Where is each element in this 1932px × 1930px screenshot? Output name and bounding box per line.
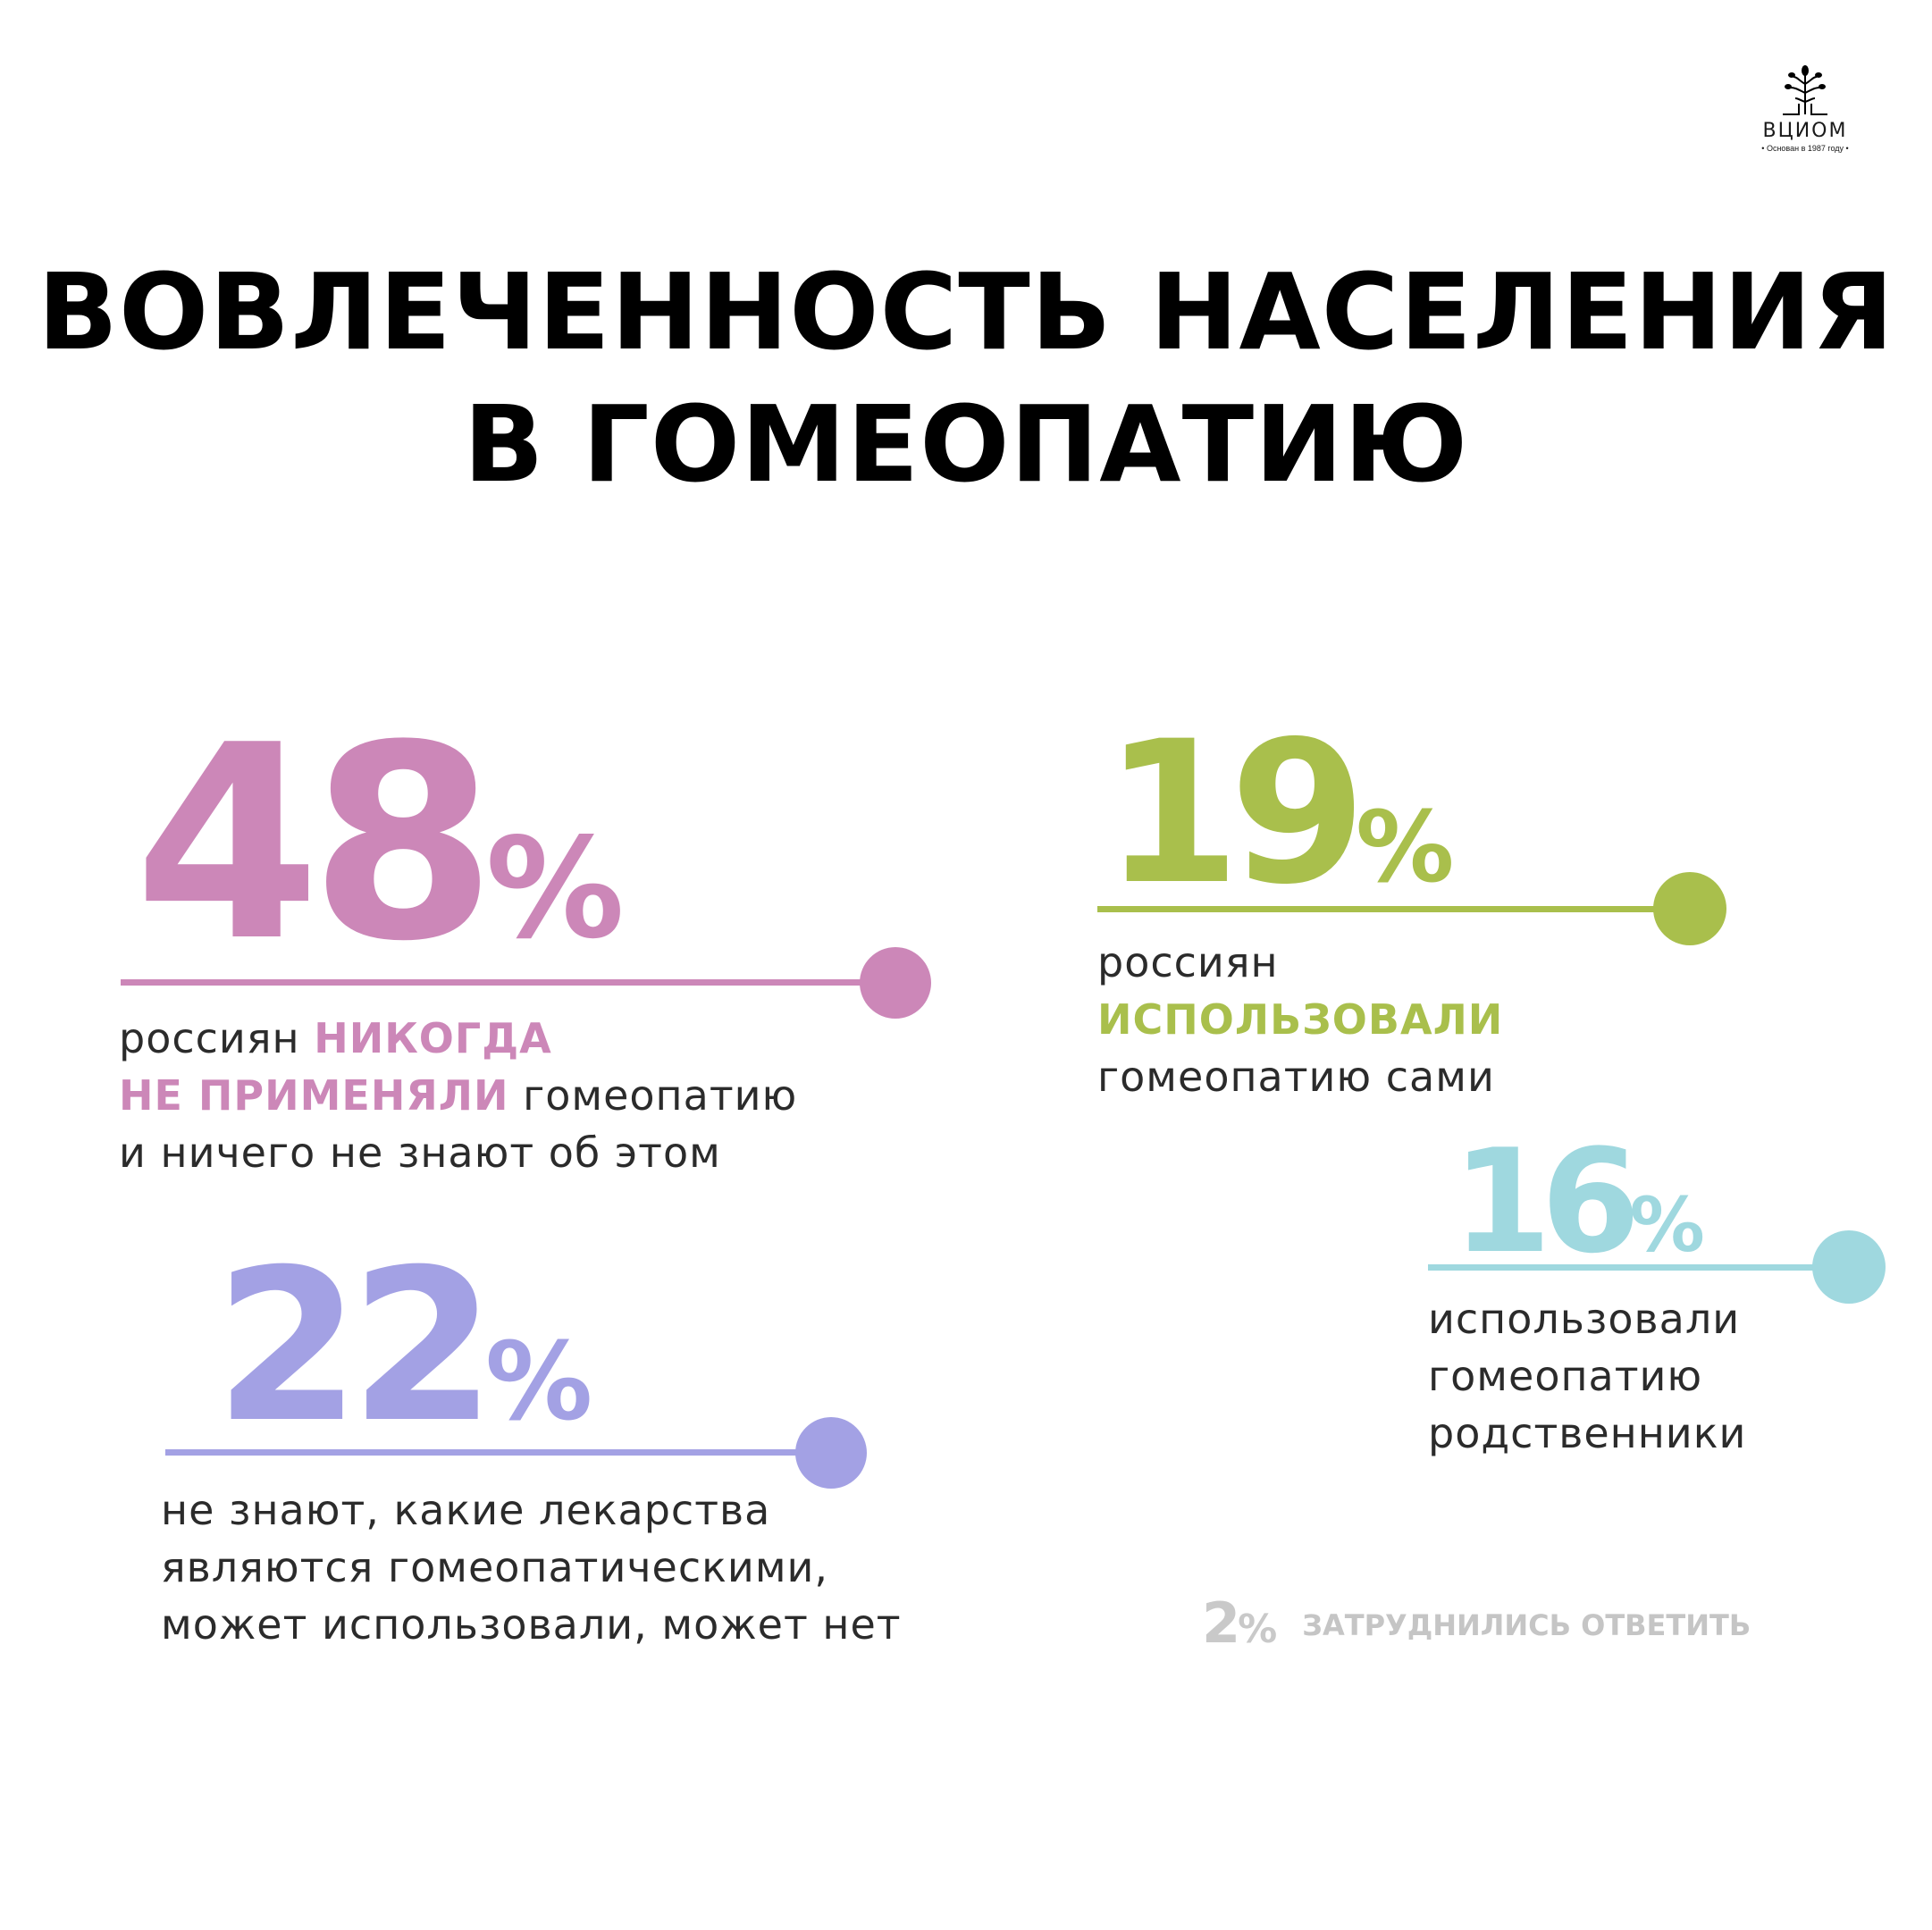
stat-never-line xyxy=(121,979,898,986)
stat-unknown-description: не знают, какие лекарства являются гомео… xyxy=(161,1486,902,1649)
stat-never-dot xyxy=(860,947,931,1019)
logo-name: ВЦИОМ xyxy=(1762,120,1848,142)
stat-hard-label: ЗАТРУДНИЛИСЬ ОТВЕТИТЬ xyxy=(1302,1608,1751,1642)
stat-unknown-dot xyxy=(795,1417,867,1489)
stat-hard-value: 2% xyxy=(1202,1590,1278,1656)
stat-relatives-description: использовали гомеопатию родственники xyxy=(1428,1295,1747,1457)
stat-self-description: россиян ИСПОЛЬЗОВАЛИ гомеопатию сами xyxy=(1097,938,1504,1101)
stat-never-value: 48% xyxy=(134,688,625,1000)
stat-unknown-line xyxy=(165,1449,809,1456)
title-line-2: В ГОМЕОПАТИЮ xyxy=(463,382,1469,506)
stat-never-description: россиян НИКОГДА НЕ ПРИМЕНЯЛИ гомеопатию … xyxy=(119,1014,798,1177)
title-line-1: ВОВЛЕЧЕННОСТЬ НАСЕЛЕНИЯ xyxy=(38,250,1894,373)
stat-relatives-line xyxy=(1428,1264,1821,1271)
page-title: ВОВЛЕЧЕННОСТЬ НАСЕЛЕНИЯ В ГОМЕОПАТИЮ xyxy=(0,246,1932,510)
stat-self-line xyxy=(1097,906,1669,912)
stat-hard-to-answer: 2% ЗАТРУДНИЛИСЬ ОТВЕТИТЬ xyxy=(1202,1590,1751,1656)
vciom-logo: ВЦИОМ • Основан в 1987 году • xyxy=(1734,63,1877,153)
tree-logo-icon xyxy=(1783,65,1827,115)
stat-relatives-value: 16% xyxy=(1452,1118,1705,1285)
stat-self-value: 19% xyxy=(1104,699,1455,927)
stat-relatives-dot xyxy=(1812,1230,1886,1304)
stat-unknown-value: 22% xyxy=(214,1225,593,1469)
logo-subtitle: • Основан в 1987 году • xyxy=(1761,144,1849,153)
stat-self-dot xyxy=(1653,872,1726,945)
